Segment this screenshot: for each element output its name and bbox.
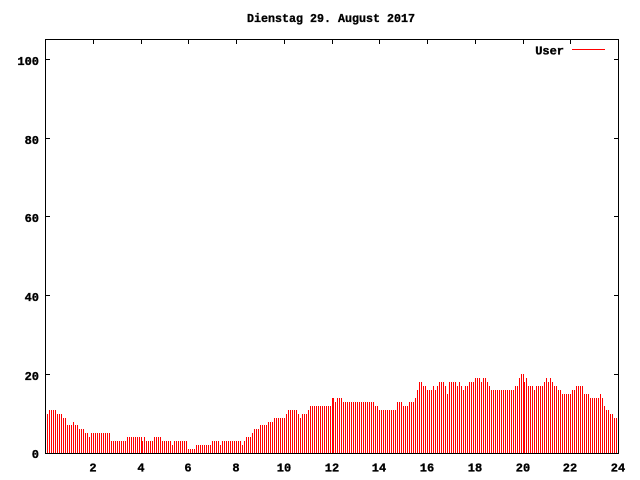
svg-text:User: User bbox=[535, 45, 564, 59]
svg-text:Dienstag 29. August 2017: Dienstag 29. August 2017 bbox=[247, 12, 415, 26]
svg-text:0: 0 bbox=[32, 448, 39, 462]
svg-text:14: 14 bbox=[372, 462, 386, 476]
svg-text:22: 22 bbox=[563, 462, 577, 476]
svg-text:8: 8 bbox=[232, 462, 239, 476]
svg-text:40: 40 bbox=[25, 291, 39, 305]
svg-text:16: 16 bbox=[420, 462, 434, 476]
svg-text:18: 18 bbox=[468, 462, 482, 476]
svg-text:80: 80 bbox=[25, 134, 39, 148]
svg-text:60: 60 bbox=[25, 212, 39, 226]
svg-text:6: 6 bbox=[184, 462, 191, 476]
svg-text:10: 10 bbox=[277, 462, 291, 476]
svg-text:12: 12 bbox=[325, 462, 339, 476]
svg-text:100: 100 bbox=[17, 55, 39, 69]
svg-text:20: 20 bbox=[25, 370, 39, 384]
svg-text:20: 20 bbox=[516, 462, 530, 476]
svg-text:24: 24 bbox=[611, 462, 625, 476]
svg-text:4: 4 bbox=[137, 462, 144, 476]
svg-text:2: 2 bbox=[89, 462, 96, 476]
